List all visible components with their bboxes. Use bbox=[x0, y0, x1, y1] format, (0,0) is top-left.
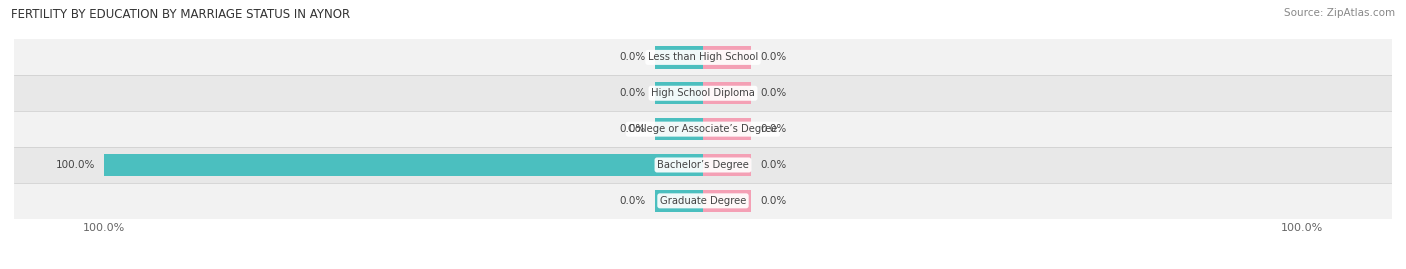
Bar bbox=[703, 118, 751, 140]
Bar bbox=[14, 111, 1392, 147]
Text: 0.0%: 0.0% bbox=[759, 160, 786, 170]
Bar bbox=[703, 190, 751, 212]
Bar bbox=[655, 82, 703, 104]
Text: 0.0%: 0.0% bbox=[620, 196, 647, 206]
Bar bbox=[104, 154, 703, 176]
Bar bbox=[655, 118, 703, 140]
Text: 0.0%: 0.0% bbox=[620, 52, 647, 62]
Text: High School Diploma: High School Diploma bbox=[651, 88, 755, 98]
Bar bbox=[655, 190, 703, 212]
Bar bbox=[703, 82, 751, 104]
Text: Less than High School: Less than High School bbox=[648, 52, 758, 62]
Bar bbox=[703, 154, 751, 176]
Text: 0.0%: 0.0% bbox=[759, 124, 786, 134]
Bar bbox=[655, 46, 703, 69]
Bar bbox=[703, 46, 751, 69]
Bar bbox=[14, 40, 1392, 75]
Bar bbox=[14, 147, 1392, 183]
Bar bbox=[14, 75, 1392, 111]
Text: 0.0%: 0.0% bbox=[759, 196, 786, 206]
Text: College or Associate’s Degree: College or Associate’s Degree bbox=[628, 124, 778, 134]
Text: 0.0%: 0.0% bbox=[620, 124, 647, 134]
Text: 0.0%: 0.0% bbox=[759, 88, 786, 98]
Text: 0.0%: 0.0% bbox=[620, 88, 647, 98]
Text: 100.0%: 100.0% bbox=[56, 160, 96, 170]
Text: Graduate Degree: Graduate Degree bbox=[659, 196, 747, 206]
Text: 0.0%: 0.0% bbox=[759, 52, 786, 62]
Text: FERTILITY BY EDUCATION BY MARRIAGE STATUS IN AYNOR: FERTILITY BY EDUCATION BY MARRIAGE STATU… bbox=[11, 8, 350, 21]
Text: Bachelor’s Degree: Bachelor’s Degree bbox=[657, 160, 749, 170]
Bar bbox=[14, 183, 1392, 219]
Text: Source: ZipAtlas.com: Source: ZipAtlas.com bbox=[1284, 8, 1395, 18]
